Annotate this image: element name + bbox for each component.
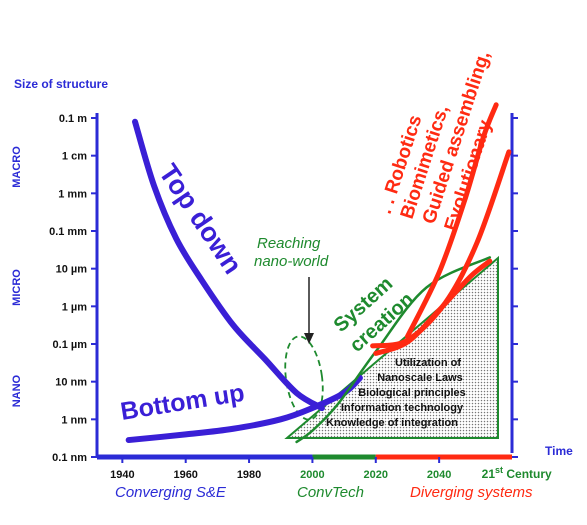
region-label-nano: NANO: [11, 374, 23, 407]
y-tick-label-5: 1 µm: [62, 301, 88, 313]
triangle-line-4: Information technology: [341, 402, 464, 414]
triangle-line-5: Knowledge of integration: [326, 417, 458, 429]
y-tick-label-9: 0.1 nm: [52, 452, 87, 464]
y-tick-label-0: 0.1 m: [59, 113, 87, 125]
x-tick-label-0: 1940: [110, 469, 134, 481]
period-label-1: ConvTech: [297, 484, 364, 501]
y-tick-label-8: 1 nm: [61, 414, 87, 426]
x-tick-century-label: 21st Century: [482, 465, 552, 481]
triangle-line-1: Utilization of: [395, 357, 461, 369]
series-top-down: [132, 118, 325, 412]
plot-frame: [95, 113, 514, 459]
x-tick-label-4: 2020: [364, 469, 388, 481]
y-tick-label-4: 10 µm: [56, 264, 88, 276]
y-axis-title: Size of structure: [14, 77, 108, 91]
y-tick-label-1: 1 cm: [62, 151, 87, 163]
y-tick-label-7: 10 nm: [55, 377, 87, 389]
period-label-0: Converging S&E: [115, 484, 227, 501]
reaching-nano-ellipse: [284, 335, 324, 421]
region-label-micro: MICRO: [11, 269, 23, 306]
label-reaching: Reaching: [257, 235, 321, 252]
x-axis-title: Time: [545, 444, 573, 458]
x-tick-label-2: 1980: [237, 469, 261, 481]
label-nano-world: nano-world: [254, 253, 329, 270]
label-bottom-up: Bottom up: [119, 379, 247, 426]
region-label-macro: MACRO: [11, 146, 23, 188]
series-evolutionary-upper: [404, 102, 499, 339]
x-tick-label-1: 1960: [173, 469, 197, 481]
y-tick-label-2: 1 mm: [58, 188, 87, 200]
reaching-nano-arrowhead: [304, 333, 314, 344]
x-tick-label-5: 2040: [427, 469, 451, 481]
x-tick-label-3: 2000: [300, 469, 324, 481]
triangle-line-3: Biological principles: [358, 387, 466, 399]
y-tick-label-3: 0.1 mm: [49, 226, 87, 238]
period-label-2: Diverging systems: [410, 484, 533, 501]
series-bottom-up: [125, 374, 363, 444]
triangle-line-2: Nanoscale Laws: [377, 372, 463, 384]
y-tick-label-6: 0.1 µm: [53, 339, 88, 351]
series-evolutionary-lower: [373, 258, 493, 356]
